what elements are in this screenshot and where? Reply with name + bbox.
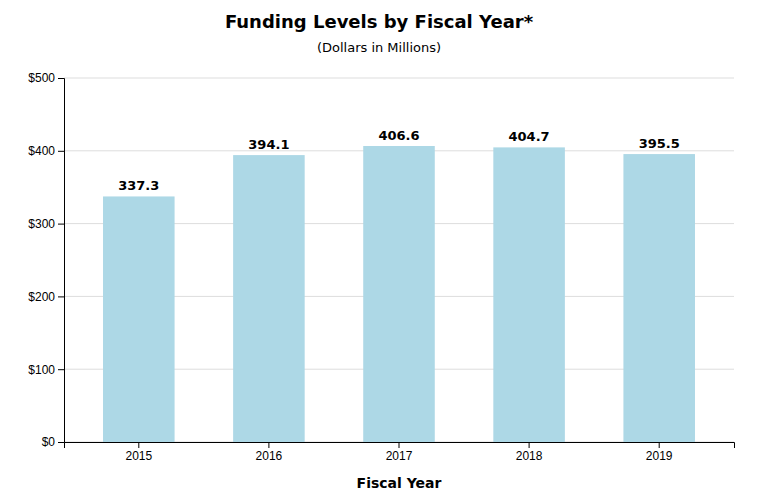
x-tick-label: 2018 bbox=[516, 449, 543, 463]
y-tick-label: $400 bbox=[28, 144, 55, 158]
y-tick-mark bbox=[58, 151, 64, 152]
x-tick: 2017 bbox=[386, 442, 413, 463]
grid-line bbox=[64, 78, 734, 79]
x-tick: 2015 bbox=[125, 442, 152, 463]
bar bbox=[103, 196, 175, 442]
y-tick-mark bbox=[58, 442, 64, 443]
bar bbox=[363, 146, 435, 442]
x-tick: 2018 bbox=[516, 442, 543, 463]
y-tick: $100 bbox=[28, 363, 64, 377]
x-tick-label: 2016 bbox=[256, 449, 283, 463]
bars bbox=[103, 146, 695, 442]
y-tick-label: $300 bbox=[28, 217, 55, 231]
subtitle: (Dollars in Millions) bbox=[317, 40, 441, 55]
x-axis-title: Fiscal Year bbox=[357, 475, 442, 491]
x-tick-label: 2017 bbox=[386, 449, 413, 463]
data-label: 404.7 bbox=[509, 129, 550, 144]
y-tick: $400 bbox=[28, 144, 64, 158]
y-tick-mark bbox=[58, 369, 64, 370]
y-tick-label: $0 bbox=[42, 435, 56, 449]
bar bbox=[233, 155, 305, 442]
y-tick: $500 bbox=[28, 71, 64, 85]
title: Funding Levels by Fiscal Year* bbox=[225, 11, 534, 32]
x-tick-mark bbox=[659, 442, 660, 448]
y-tick-label: $200 bbox=[28, 290, 55, 304]
bar bbox=[623, 154, 695, 442]
y-tick-label: $500 bbox=[28, 71, 55, 85]
y-tick-label: $100 bbox=[28, 363, 55, 377]
data-label: 406.6 bbox=[378, 128, 419, 143]
data-label: 394.1 bbox=[248, 137, 289, 152]
y-axis-line bbox=[58, 79, 65, 443]
x-tick: 2019 bbox=[646, 442, 673, 463]
x-tick-mark bbox=[529, 442, 530, 448]
x-tick-mark bbox=[138, 442, 139, 448]
y-tick-mark bbox=[58, 296, 64, 297]
y-tick: $300 bbox=[28, 217, 64, 231]
x-tick-label: 2015 bbox=[125, 449, 152, 463]
plot: 337.3394.1406.6404.7395.5201520162017201… bbox=[28, 71, 734, 462]
bar bbox=[493, 147, 565, 442]
y-axis: $0 $100 $200 $300 $400 $500 bbox=[28, 71, 64, 449]
x-axis: 2015 2016 2017 2018 2019 bbox=[65, 442, 735, 463]
data-label: 395.5 bbox=[639, 136, 680, 151]
x-tick: 2016 bbox=[256, 442, 283, 463]
x-tick-mark bbox=[399, 442, 400, 448]
data-label: 337.3 bbox=[118, 178, 159, 193]
data-labels: 337.3 394.1 406.6 404.7 395.5 bbox=[118, 128, 680, 193]
x-tick-label: 2019 bbox=[646, 449, 673, 463]
chart: Funding Levels by Fiscal Year* (Dollars i… bbox=[0, 0, 758, 504]
y-tick-mark bbox=[58, 224, 64, 225]
x-axis-line bbox=[65, 443, 735, 449]
grid bbox=[64, 78, 734, 442]
y-tick: $0 bbox=[42, 435, 64, 449]
y-tick-mark bbox=[58, 78, 64, 79]
x-tick-mark bbox=[268, 442, 269, 448]
y-tick: $200 bbox=[28, 290, 64, 304]
